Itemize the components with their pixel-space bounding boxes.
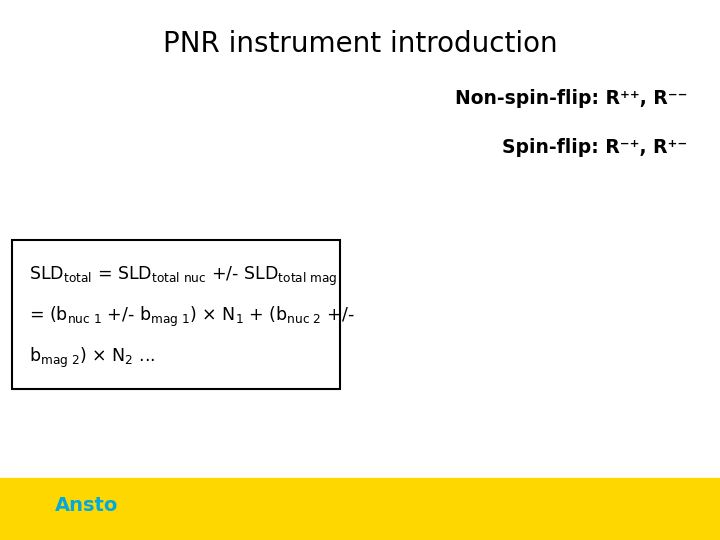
Text: Spin-flip: R⁻⁺, R⁺⁻: Spin-flip: R⁻⁺, R⁺⁻: [503, 138, 688, 157]
Text: b$_\mathregular{mag\ 2}$) $\times$ N$_\mathregular{2}$ ...: b$_\mathregular{mag\ 2}$) $\times$ N$_\m…: [29, 346, 156, 370]
Text: PNR instrument introduction: PNR instrument introduction: [163, 30, 557, 58]
Text: = (b$_\mathregular{nuc\ 1}$ +/- b$_\mathregular{mag\ 1}$) $\times$ N$_\mathregul: = (b$_\mathregular{nuc\ 1}$ +/- b$_\math…: [29, 305, 354, 329]
Text: SLD$_\mathregular{total}$ = SLD$_\mathregular{total\ nuc}$ +/- SLD$_\mathregular: SLD$_\mathregular{total}$ = SLD$_\mathre…: [29, 265, 337, 288]
Text: Ansto: Ansto: [55, 496, 118, 515]
FancyBboxPatch shape: [12, 240, 340, 389]
Text: Non-spin-flip: R⁺⁺, R⁻⁻: Non-spin-flip: R⁺⁺, R⁻⁻: [455, 89, 688, 108]
Text: UNSW: UNSW: [619, 497, 677, 515]
Bar: [0, 478, 720, 540]
